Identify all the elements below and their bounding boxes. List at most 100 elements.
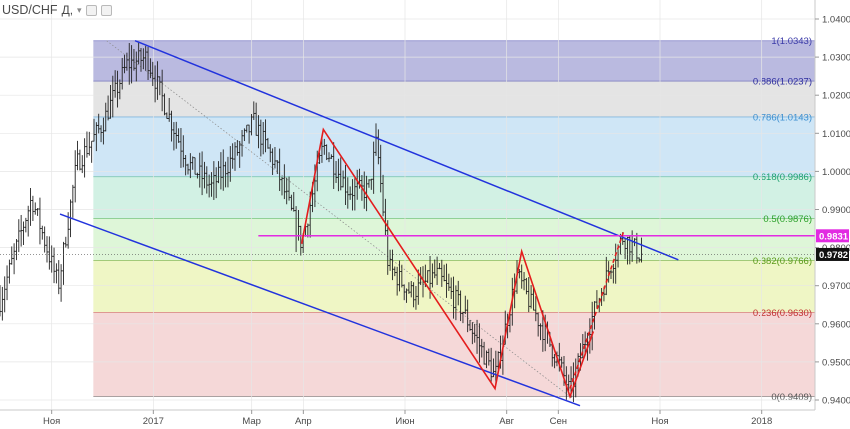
ohlc-bar <box>142 48 145 70</box>
ohlc-bar <box>609 269 613 279</box>
ohlc-bar <box>450 277 453 299</box>
ohlc-bar <box>485 350 488 369</box>
ohlc-bar <box>478 323 481 363</box>
ohlc-bar <box>177 128 180 143</box>
ohlc-bar <box>76 140 79 171</box>
price-axis-label: 1.0100 <box>822 129 850 140</box>
ohlc-bar <box>351 179 354 211</box>
ohlc-bar <box>482 341 486 365</box>
ohlc-bar <box>153 65 157 103</box>
ohlc-bar <box>19 214 23 247</box>
ohlc-bar <box>41 225 44 240</box>
ohlc-bar <box>433 259 436 279</box>
ohlc-bar <box>233 142 237 171</box>
time-axis-label: Ноя <box>43 416 60 427</box>
ohlc-bar <box>29 187 32 226</box>
ohlc-bar <box>116 70 119 108</box>
ohlc-bar <box>128 43 131 85</box>
ohlc-bar <box>8 259 11 284</box>
ohlc-bar <box>280 176 284 196</box>
ohlc-bar <box>410 281 413 298</box>
last-price-tag-bg <box>816 247 849 261</box>
ohlc-bar <box>381 174 385 217</box>
ohlc-bar <box>292 191 295 212</box>
time-axis-label: Ноя <box>651 416 668 427</box>
price-axis-label: 0.9600 <box>822 319 850 330</box>
ohlc-bar <box>334 160 338 183</box>
ohlc-bar <box>193 157 197 175</box>
ohlc-bar <box>172 122 176 151</box>
ohlc-bar <box>64 236 67 248</box>
ohlc-bar <box>212 161 216 200</box>
ohlc-bar <box>583 331 587 355</box>
ohlc-bar <box>464 295 467 315</box>
ohlc-bar <box>125 52 129 71</box>
ohlc-bar <box>348 186 352 200</box>
ohlc-bar <box>1 286 4 321</box>
settings-icon[interactable] <box>85 4 97 16</box>
ohlc-bar <box>151 61 154 87</box>
ohlc-bar <box>111 75 114 118</box>
ohlc-bar <box>529 285 533 309</box>
time-axis-label: 2018 <box>751 416 772 427</box>
ohlc-bar <box>52 247 56 284</box>
fib-level-label: 0.786(1.0143) <box>753 112 812 123</box>
ohlc-bar <box>379 144 382 193</box>
symbol-title: USD/CHF <box>2 3 58 17</box>
ohlc-bar <box>71 184 75 218</box>
ohlc-bar <box>229 146 232 182</box>
ohlc-bar <box>638 257 641 263</box>
ohlc-bar <box>442 264 446 282</box>
ohlc-bar <box>12 243 16 275</box>
ohlc-bar <box>106 95 110 121</box>
interval-label: Д, <box>61 3 74 17</box>
ohlc-bar <box>393 266 396 277</box>
ohlc-bar <box>339 157 342 191</box>
ohlc-bar <box>527 277 530 313</box>
ohlc-bar <box>344 164 347 205</box>
ohlc-bar <box>88 131 91 156</box>
ohlc-bar <box>487 348 490 366</box>
time-axis-label: Мар <box>242 416 261 427</box>
ohlc-bar <box>175 121 178 149</box>
ohlc-bar <box>386 220 389 275</box>
ohlc-bar <box>144 45 147 71</box>
ohlc-bar <box>38 197 42 245</box>
ohlc-bar <box>139 47 143 72</box>
ohlc-bar <box>240 129 244 157</box>
ohlc-bar <box>473 323 476 343</box>
ohlc-bar <box>257 115 260 149</box>
ohlc-bar <box>205 166 208 194</box>
ohlc-bar <box>489 347 493 382</box>
ohlc-bar <box>43 226 46 253</box>
ohlc-bar <box>113 70 117 98</box>
ohlc-bar <box>278 148 281 191</box>
ohlc-bar <box>283 164 286 200</box>
ohlc-bar <box>471 322 474 345</box>
chevron-down-icon[interactable]: ▾ <box>77 4 82 15</box>
ohlc-bar <box>626 236 629 265</box>
ohlc-bar <box>346 177 349 209</box>
ohlc-bar <box>560 356 563 368</box>
close-icon[interactable] <box>100 4 112 16</box>
ohlc-bar <box>104 102 107 132</box>
ohlc-bar <box>520 264 523 289</box>
ohlc-bar <box>440 259 443 287</box>
ohlc-bar <box>189 153 192 179</box>
ohlc-bar <box>48 236 51 270</box>
ohlc-bar <box>170 110 173 142</box>
price-axis-label: 1.0200 <box>822 91 850 102</box>
ohlc-bar <box>15 238 18 261</box>
ohlc-bar <box>59 264 63 302</box>
ohlc-bar <box>31 195 35 221</box>
ohlc-bar <box>356 169 359 200</box>
ohlc-bar <box>525 277 528 295</box>
ohlc-bar <box>149 58 152 79</box>
ohlc-bar <box>403 284 406 301</box>
ohlc-bar <box>398 260 401 292</box>
ohlc-bar <box>163 93 166 116</box>
fib-level-label: 0.618(0.9986) <box>753 172 812 183</box>
ohlc-bar <box>494 350 498 385</box>
fib-zone <box>93 40 815 82</box>
